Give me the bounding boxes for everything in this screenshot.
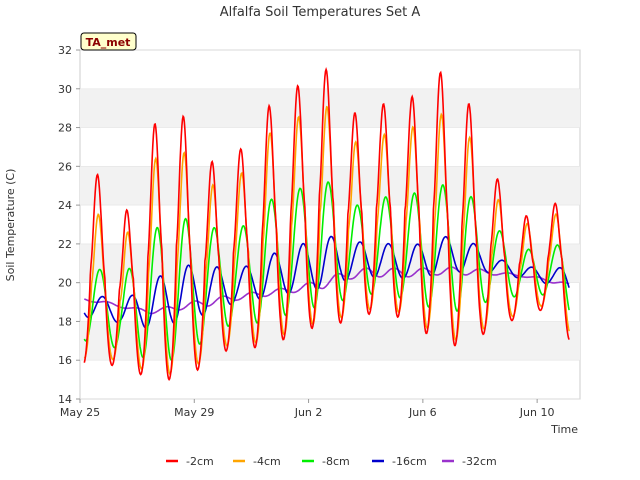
x-axis-label: Time bbox=[550, 423, 578, 436]
y-tick-label: 14 bbox=[58, 393, 72, 406]
y-tick-label: 24 bbox=[58, 199, 72, 212]
x-tick-label: Jun 6 bbox=[408, 406, 437, 419]
series-line-minus-16cm bbox=[83, 235, 570, 329]
legend-label: -16cm bbox=[392, 455, 427, 468]
badge-box bbox=[80, 32, 137, 51]
legend-label: -32cm bbox=[462, 455, 497, 468]
x-tick-label: May 29 bbox=[174, 406, 214, 419]
y-tick-label: 18 bbox=[58, 315, 72, 328]
x-axis-ticks: May 25 May 29 Jun 2 Jun 6 Jun 10 bbox=[60, 399, 555, 419]
legend: -2cm -4cm -8cm -16cm -32cm bbox=[166, 455, 497, 468]
legend-label: -8cm bbox=[322, 455, 350, 468]
y-tick-label: 28 bbox=[58, 122, 72, 135]
legend-label: -4cm bbox=[253, 455, 281, 468]
ta-met-badge: TA_met bbox=[80, 32, 137, 51]
y-tick-label: 26 bbox=[58, 160, 72, 173]
grid-band bbox=[80, 321, 580, 361]
y-axis-ticks: 14 16 18 20 22 24 26 28 30 32 bbox=[58, 44, 580, 406]
x-tick-label: May 25 bbox=[60, 406, 100, 419]
series-group bbox=[83, 66, 570, 382]
badge-label: TA_met bbox=[86, 36, 131, 49]
x-tick-label: Jun 2 bbox=[294, 406, 323, 419]
series-line-minus-2cm bbox=[83, 66, 570, 382]
y-tick-label: 20 bbox=[58, 277, 72, 290]
legend-label: -2cm bbox=[186, 455, 214, 468]
y-tick-label: 30 bbox=[58, 83, 72, 96]
y-tick-label: 16 bbox=[58, 354, 72, 367]
x-tick-label: Jun 10 bbox=[519, 406, 555, 419]
chart-title: Alfalfa Soil Temperatures Set A bbox=[220, 5, 421, 20]
y-tick-label: 22 bbox=[58, 238, 72, 251]
y-axis-label: Soil Temperature (C) bbox=[4, 169, 17, 282]
y-tick-label: 32 bbox=[58, 44, 72, 57]
